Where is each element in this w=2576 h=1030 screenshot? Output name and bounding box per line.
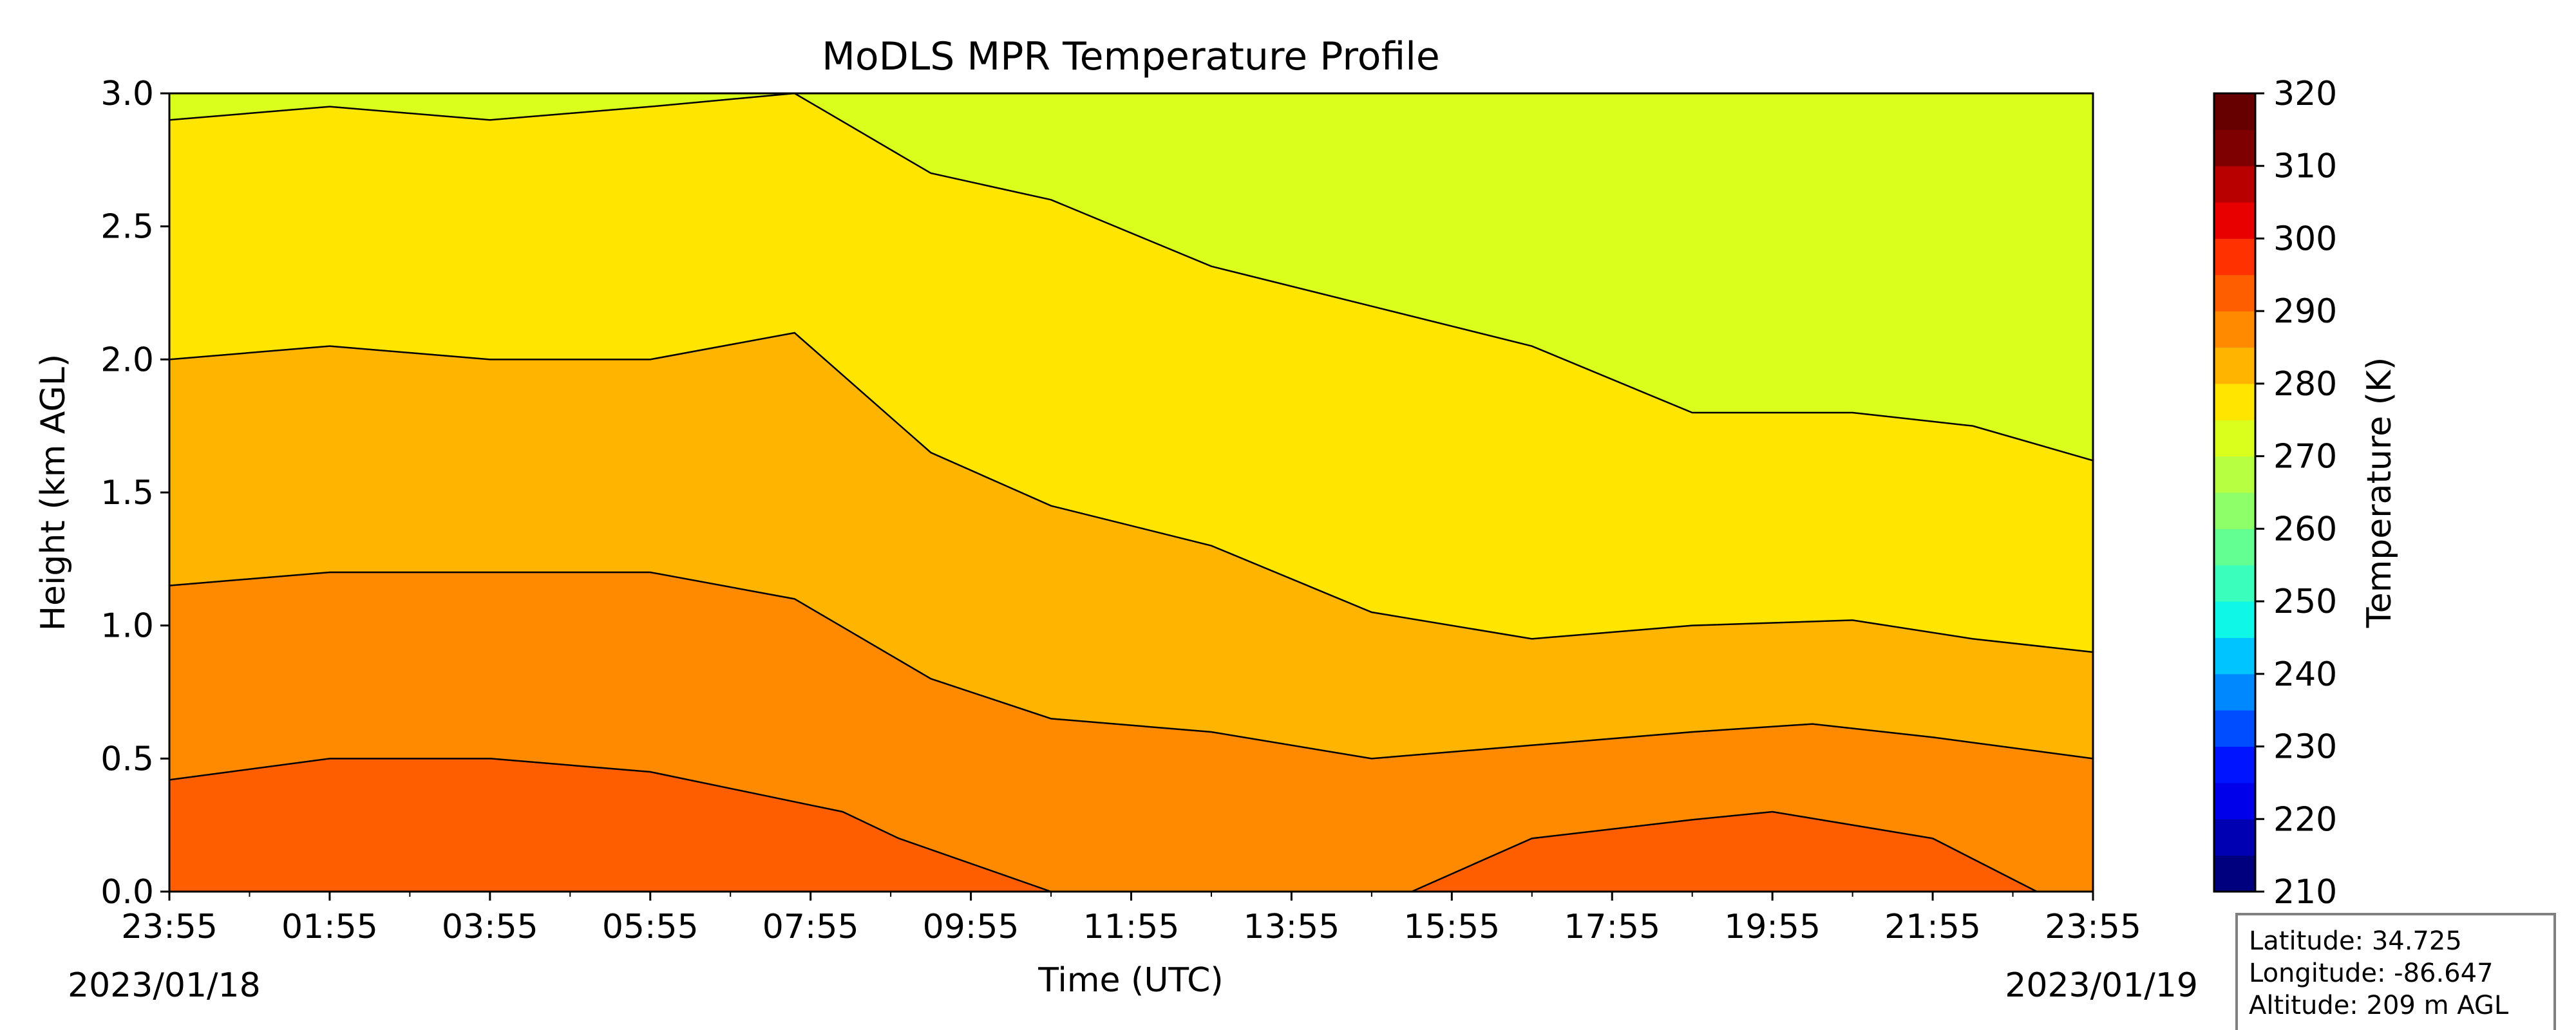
- x-axis: 23:55 01:55 03:55 05:55 07:55 09:55 11:55 13:55…: [121, 892, 2141, 946]
- y-axis-label: Height (km AGL): [34, 354, 73, 631]
- colorbar-segment: [2214, 601, 2255, 638]
- colorbar-tick-label: 240: [2273, 655, 2337, 694]
- fill-band-290: [169, 758, 2037, 892]
- colorbar-segment: [2214, 347, 2255, 384]
- colorbar-segment: [2214, 311, 2255, 348]
- contour-line-290: [169, 758, 2038, 892]
- x-tick-label: 17:55: [1564, 908, 1660, 946]
- x-tick-label: 19:55: [1724, 908, 1821, 946]
- y-axis: 0.0 0.5 1.0 1.5 2.0 2.5 3.0: [100, 75, 169, 912]
- x-tick-label: 11:55: [1083, 908, 1180, 946]
- colorbar-segment: [2214, 456, 2255, 493]
- temperature-fill-layers: [169, 93, 2093, 892]
- end-date-label: 2023/01/19: [2005, 966, 2198, 1005]
- station-info-box: Latitude: 34.725 Longitude: -86.647 Alti…: [2235, 913, 2556, 1030]
- colorbar-segment: [2214, 202, 2255, 239]
- contour-line-275: [169, 93, 2093, 462]
- y-tick-label: 2.0: [100, 341, 154, 379]
- colorbar-tick-label: 270: [2273, 438, 2337, 476]
- x-tick-label: 23:55: [2045, 908, 2141, 946]
- x-tick-label: 01:55: [281, 908, 378, 946]
- colorbar-label: Temperature (K): [2360, 357, 2399, 629]
- latitude-text: Latitude: 34.725: [2249, 926, 2462, 956]
- colorbar-tick-label: 310: [2273, 147, 2337, 186]
- x-tick-label: 15:55: [1403, 908, 1500, 946]
- x-axis-label: Time (UTC): [1037, 961, 1223, 1000]
- colorbar-segment: [2214, 238, 2255, 276]
- contour-lines: [169, 93, 2093, 892]
- colorbar-segment: [2214, 819, 2255, 856]
- altitude-text: Altitude: 209 m AGL: [2249, 991, 2509, 1020]
- contour-line-280: [169, 332, 2093, 653]
- y-tick-label: 1.5: [100, 474, 154, 512]
- contour-line-285: [169, 571, 2093, 760]
- x-tick-label: 13:55: [1243, 908, 1340, 946]
- colorbar-segment: [2214, 93, 2255, 130]
- colorbar-segment: [2214, 637, 2255, 675]
- x-tick-label: 05:55: [602, 908, 699, 946]
- colorbar-tick-label: 220: [2273, 800, 2337, 839]
- x-tick-label: 09:55: [923, 908, 1019, 946]
- colorbar-segment: [2214, 129, 2255, 167]
- y-tick-label: 1.0: [100, 607, 154, 646]
- colorbar-segment: [2214, 565, 2255, 602]
- x-tick-label: 21:55: [1884, 908, 1981, 946]
- colorbar-tick-label: 290: [2273, 292, 2337, 331]
- colorbar-tick-label: 210: [2273, 873, 2337, 912]
- colorbar-tick-label: 230: [2273, 728, 2337, 767]
- colorbar-segment: [2214, 165, 2255, 203]
- colorbar: [2214, 93, 2255, 892]
- colorbar-segment: [2214, 420, 2255, 457]
- colorbar-frame: [2213, 92, 2257, 893]
- colorbar-segment: [2214, 529, 2255, 566]
- colorbar-ticks: 210 220 230 240 250 260 270 280 290 300 310 320: [2255, 75, 2337, 912]
- colorbar-tick-label: 300: [2273, 220, 2337, 258]
- y-tick-label: 2.5: [100, 208, 154, 247]
- longitude-text: Longitude: -86.647: [2249, 959, 2494, 988]
- colorbar-tick-label: 250: [2273, 583, 2337, 621]
- colorbar-segment: [2214, 383, 2255, 420]
- colorbar-tick-label: 320: [2273, 75, 2337, 113]
- colorbar-segment: [2214, 673, 2255, 711]
- colorbar-tick-label: 260: [2273, 510, 2337, 548]
- colorbar-segment: [2214, 274, 2255, 312]
- start-date-label: 2023/01/18: [68, 966, 261, 1005]
- y-tick-label: 0.5: [100, 740, 154, 778]
- colorbar-segment: [2214, 782, 2255, 819]
- chart-title: MoDLS MPR Temperature Profile: [822, 34, 1440, 79]
- x-tick-label: 23:55: [121, 908, 218, 946]
- x-tick-label: 03:55: [442, 908, 538, 946]
- colorbar-segment: [2214, 746, 2255, 783]
- x-tick-label: 07:55: [762, 908, 859, 946]
- y-tick-label: 3.0: [100, 75, 154, 113]
- y-tick-label: 0.0: [100, 873, 154, 912]
- colorbar-tick-label: 280: [2273, 365, 2337, 404]
- colorbar-segment: [2214, 492, 2255, 529]
- colorbar-segment: [2214, 710, 2255, 747]
- colorbar-segment: [2214, 855, 2255, 892]
